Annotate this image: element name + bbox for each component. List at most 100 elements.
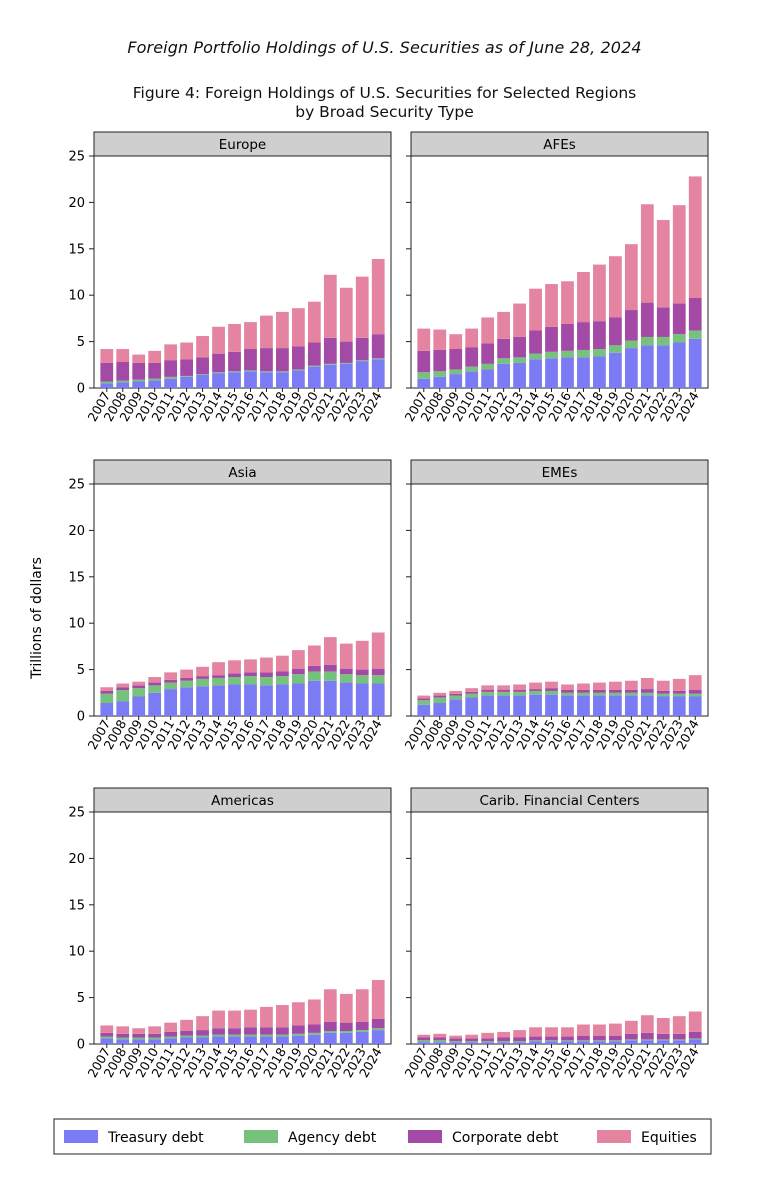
bar-treasury-debt xyxy=(672,342,686,388)
bar-corporate-debt xyxy=(497,690,510,692)
bar-corporate-debt xyxy=(164,679,178,683)
bar-agency-debt xyxy=(465,1041,479,1043)
bar-treasury-debt xyxy=(672,696,686,716)
panel-title: Asia xyxy=(228,465,256,481)
bar-corporate-debt xyxy=(433,695,447,698)
bar-treasury-debt xyxy=(244,371,257,388)
bar-treasury-debt xyxy=(593,695,606,716)
bar-corporate-debt xyxy=(132,362,146,380)
bar-treasury-debt xyxy=(212,373,225,388)
bar-agency-debt xyxy=(577,1040,590,1042)
bar-agency-debt xyxy=(323,1031,337,1033)
bar-treasury-debt xyxy=(100,383,114,388)
bar-treasury-debt xyxy=(323,680,337,716)
bar-corporate-debt xyxy=(355,1021,369,1031)
bar-agency-debt xyxy=(307,671,321,681)
bar-corporate-debt xyxy=(481,343,495,364)
bar-corporate-debt xyxy=(609,690,622,693)
bar-equities xyxy=(276,655,289,672)
bar-agency-debt xyxy=(624,692,638,696)
bar-treasury-debt xyxy=(228,1036,241,1044)
bar-agency-debt xyxy=(292,1033,305,1036)
bar-corporate-debt xyxy=(672,303,686,335)
bar-equities xyxy=(417,328,431,351)
bar-agency-debt xyxy=(513,357,526,363)
bar-corporate-debt xyxy=(449,693,463,696)
bar-equities xyxy=(276,1005,289,1028)
bar-agency-debt xyxy=(355,675,369,684)
y-tick-label: 10 xyxy=(68,617,85,632)
bar-equities xyxy=(656,220,670,308)
bar-corporate-debt xyxy=(624,310,638,341)
bar-treasury-debt xyxy=(513,362,526,388)
bar-agency-debt xyxy=(244,676,257,685)
panel-title: AFEs xyxy=(543,137,576,153)
bar-equities xyxy=(244,322,257,350)
bar-corporate-debt xyxy=(529,689,542,691)
bar-equities xyxy=(292,308,305,347)
bar-equities xyxy=(180,1019,193,1032)
bar-agency-debt xyxy=(481,363,495,370)
bar-equities xyxy=(481,685,495,691)
bar-equities xyxy=(449,690,463,694)
bar-treasury-debt xyxy=(577,695,590,716)
bar-agency-debt xyxy=(449,695,463,700)
bar-agency-debt xyxy=(481,1041,495,1043)
bar-corporate-debt xyxy=(593,1035,606,1041)
bar-treasury-debt xyxy=(609,695,622,716)
bar-equities xyxy=(212,662,225,676)
bar-agency-debt xyxy=(371,1028,385,1031)
bar-equities xyxy=(132,1028,146,1034)
bar-treasury-debt xyxy=(276,372,289,388)
bar-equities xyxy=(196,1016,209,1031)
bar-corporate-debt xyxy=(164,360,178,377)
bar-treasury-debt xyxy=(481,1042,495,1044)
bar-agency-debt xyxy=(577,349,590,358)
y-tick-label: 5 xyxy=(77,991,85,1006)
bar-corporate-debt xyxy=(323,337,337,364)
bar-agency-debt xyxy=(656,1039,670,1041)
bar-corporate-debt xyxy=(116,1033,130,1038)
bar-corporate-debt xyxy=(307,1024,321,1033)
bar-agency-debt xyxy=(100,381,114,384)
bar-agency-debt xyxy=(545,351,558,359)
bar-corporate-debt xyxy=(180,677,193,681)
bar-treasury-debt xyxy=(196,686,209,716)
bar-treasury-debt xyxy=(545,1041,558,1044)
bar-equities xyxy=(339,993,353,1023)
bar-equities xyxy=(260,315,273,349)
bar-treasury-debt xyxy=(433,376,447,388)
y-tick-label: 15 xyxy=(68,242,85,257)
bar-agency-debt xyxy=(148,1037,162,1040)
bar-corporate-debt xyxy=(100,690,114,694)
bar-equities xyxy=(465,328,479,348)
bar-treasury-debt xyxy=(307,1034,321,1044)
bar-agency-debt xyxy=(640,1039,654,1041)
bar-treasury-debt xyxy=(449,374,463,388)
bar-agency-debt xyxy=(307,1032,321,1035)
bar-treasury-debt xyxy=(355,1031,369,1044)
bar-treasury-debt xyxy=(148,1039,162,1044)
y-tick-label: 10 xyxy=(68,289,85,304)
panel-title: EMEs xyxy=(542,465,578,481)
bar-treasury-debt xyxy=(164,1038,178,1044)
bar-agency-debt xyxy=(148,685,162,693)
bar-agency-debt xyxy=(624,1039,638,1041)
bar-agency-debt xyxy=(672,334,686,343)
bar-equities xyxy=(561,684,574,691)
bar-treasury-debt xyxy=(276,1036,289,1044)
bar-treasury-debt xyxy=(465,371,479,388)
bar-equities xyxy=(688,675,702,691)
bar-agency-debt xyxy=(307,365,321,367)
bar-treasury-debt xyxy=(417,378,431,388)
bar-treasury-debt xyxy=(339,682,353,716)
bar-equities xyxy=(417,695,431,699)
bar-equities xyxy=(656,680,670,691)
bar-equities xyxy=(307,301,321,343)
bar-corporate-debt xyxy=(355,337,369,361)
bar-agency-debt xyxy=(433,371,447,377)
bar-corporate-debt xyxy=(228,673,241,678)
y-tick-label: 5 xyxy=(77,663,85,678)
bar-corporate-debt xyxy=(323,664,337,672)
bar-corporate-debt xyxy=(180,1031,193,1036)
